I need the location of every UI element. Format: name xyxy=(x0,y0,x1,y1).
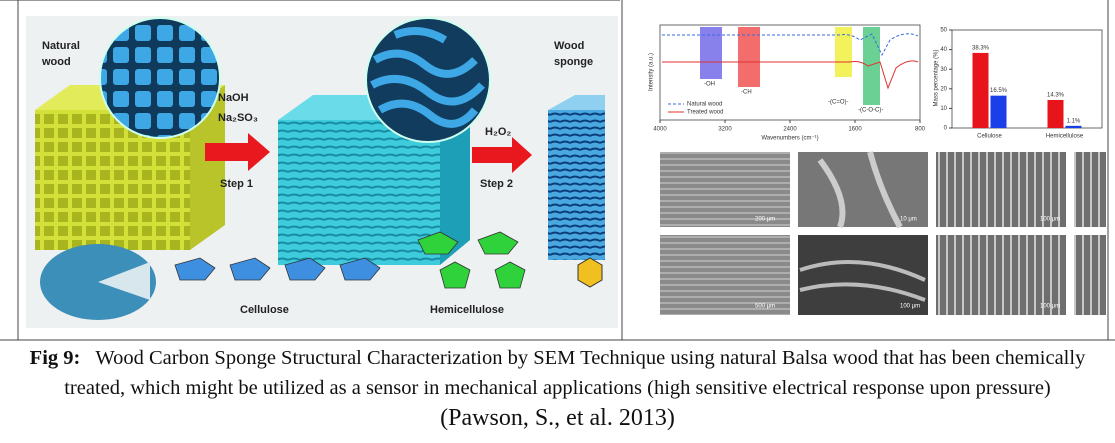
y-tick-label: 20 xyxy=(940,86,947,92)
label: Step 2 xyxy=(480,178,513,190)
label: NaOH xyxy=(218,92,249,104)
value-label: 16.5% xyxy=(990,88,1008,94)
y-tick-label: 40 xyxy=(940,47,947,53)
x-axis-label: Wavenumbers (cm⁻¹) xyxy=(761,136,818,142)
legend-label: Natural wood xyxy=(687,102,722,108)
sem-images: 200 μm 10 μm 100 μm 500 μm 100 μm 100 μm xyxy=(660,152,1106,315)
band-label: -OH xyxy=(704,82,715,88)
scale-label: 100 μm xyxy=(900,304,920,310)
legend-label: Treated wood xyxy=(687,110,723,116)
ftir-chart: -OH -CH -(C=O)- -(C-O-C)- Natural wood T… xyxy=(649,25,926,142)
x-tick-label: Cellulose xyxy=(977,134,1002,140)
y-tick-label: 50 xyxy=(940,28,947,34)
label: Na₂SO₃ xyxy=(218,112,258,124)
caption: Fig 9: Wood Carbon Sponge Structural Cha… xyxy=(20,343,1095,434)
scale-label: 200 μm xyxy=(755,217,775,223)
y-tick-label: 10 xyxy=(940,106,947,112)
band xyxy=(863,27,880,105)
x-tick-label: 800 xyxy=(915,127,926,133)
label: wood xyxy=(41,56,71,68)
label: Natural xyxy=(42,40,80,52)
band xyxy=(738,27,760,87)
page: Natural wood NaOH Na₂SO₃ Step 1 H₂O₂ Ste… xyxy=(0,0,1115,443)
y-axis-label: Intensity (a.u.) xyxy=(649,53,655,91)
sponge-block xyxy=(548,110,605,260)
y-axis-label: Mass percentage (%) xyxy=(934,49,940,106)
value-label: 14.3% xyxy=(1047,93,1065,99)
sem-image xyxy=(1074,235,1106,315)
magnify-circle xyxy=(100,18,220,138)
label: Step 1 xyxy=(220,178,253,190)
scale-label: 100 μm xyxy=(1040,304,1060,310)
x-tick-label: Hemicellulose xyxy=(1046,134,1084,140)
bar xyxy=(1048,100,1064,128)
y-tick-label: 30 xyxy=(940,67,947,73)
scale-label: 10 μm xyxy=(900,217,917,223)
caption-label: Fig 9: xyxy=(30,347,81,369)
x-tick-label: 4000 xyxy=(653,127,667,133)
bar xyxy=(973,53,989,128)
citation: (Pawson, S., et al. 2013) xyxy=(440,405,675,431)
label: H₂O₂ xyxy=(485,126,511,138)
band-label: -(C-O-C)- xyxy=(858,108,883,114)
x-tick-label: 1600 xyxy=(848,127,862,133)
scale-label: 100 μm xyxy=(1040,217,1060,223)
figure: Natural wood NaOH Na₂SO₃ Step 1 H₂O₂ Ste… xyxy=(0,0,1115,343)
bar-chart: Mass percentage (%) 0 10 20 30 40 50 Cellulose… xyxy=(934,28,1102,140)
label: sponge xyxy=(554,56,593,68)
x-tick-label: 2400 xyxy=(783,127,797,133)
lignin-unit xyxy=(578,258,602,287)
y-tick-label: 0 xyxy=(944,126,948,132)
caption-text: Wood Carbon Sponge Structural Characteri… xyxy=(64,347,1085,399)
label: Wood xyxy=(554,40,584,52)
bar xyxy=(1066,126,1082,128)
label: Cellulose xyxy=(240,304,289,316)
band-label: -CH xyxy=(741,90,752,96)
value-label: 38.3% xyxy=(972,46,990,52)
sem-image xyxy=(1074,152,1106,227)
value-label: 1.1% xyxy=(1067,118,1081,124)
label: Hemicellulose xyxy=(430,304,504,316)
band-label: -(C=O)- xyxy=(828,100,849,106)
bar xyxy=(991,96,1007,128)
scale-label: 500 μm xyxy=(755,304,775,310)
x-tick-label: 3200 xyxy=(718,127,732,133)
